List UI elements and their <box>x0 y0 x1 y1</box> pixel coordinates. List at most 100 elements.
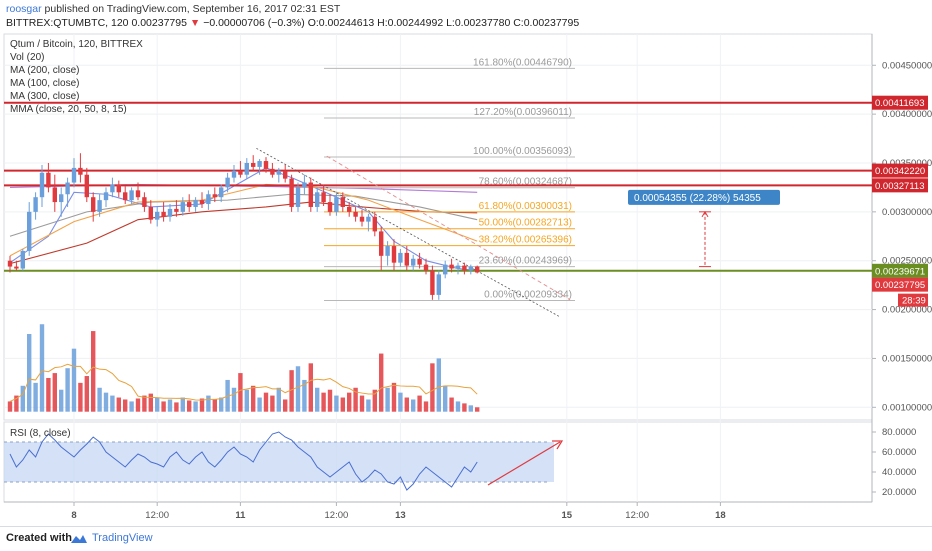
legend-item: MA (100, close) <box>10 78 79 89</box>
candle-body <box>129 190 134 201</box>
candle-body <box>263 161 269 169</box>
price-level-tag-label: 0.00342220 <box>875 166 925 177</box>
candle-body <box>308 182 313 207</box>
candle-body <box>212 194 217 198</box>
time-tick-label: 15 <box>562 510 573 521</box>
volume-bar <box>462 403 467 412</box>
volume-bar <box>385 387 390 412</box>
volume-bar <box>167 399 173 412</box>
candle-body <box>379 231 384 256</box>
publish-info: roosgar published on TradingView.com, Se… <box>6 3 340 15</box>
moving-average-line <box>9 201 478 265</box>
candle-body <box>116 184 121 193</box>
volume-bar <box>148 393 153 412</box>
candle-body <box>436 274 441 295</box>
candle-body <box>14 266 19 269</box>
legend-item: MA (300, close) <box>10 91 79 102</box>
candle-body <box>174 208 179 212</box>
candle-body <box>187 202 192 207</box>
candle-body <box>52 187 57 203</box>
downtrend-line-dashed <box>326 155 571 301</box>
candle-body <box>327 202 333 212</box>
ohlc-values: O:0.00244613 H:0.00244992 L:0.00237780 C… <box>307 17 580 29</box>
volume-bar <box>270 395 275 412</box>
candle-body <box>295 187 301 207</box>
candle-body <box>39 172 45 198</box>
volume-bar <box>193 401 198 412</box>
volume-bar <box>295 366 301 412</box>
price-tick-label: 0.00300000 <box>882 207 932 218</box>
tradingview-brand[interactable]: TradingView <box>92 532 153 544</box>
candle-body <box>417 258 422 265</box>
volume-bar <box>129 401 134 412</box>
volume-bar <box>327 389 333 412</box>
rsi-tick-label: 60.0000 <box>882 447 916 458</box>
volume-bar <box>308 363 313 412</box>
candle-series <box>7 153 480 300</box>
volume-bar <box>212 399 217 412</box>
candle-body <box>206 194 211 205</box>
symbol-ohlc-line: BITTREX:QTUMBTC, 120 0.00237795 ▼ −0.000… <box>6 17 579 29</box>
candle-body <box>475 266 480 273</box>
price-level-tag <box>872 95 928 110</box>
fib-level-label: 50.00%(0.00282713) <box>479 218 572 229</box>
candle-body <box>167 208 173 217</box>
candle-body <box>123 192 128 201</box>
volume-bar <box>180 397 185 412</box>
volume-bar <box>449 397 454 412</box>
volume-bar <box>321 392 326 412</box>
candle-body <box>193 200 198 207</box>
volume-bar <box>302 379 307 412</box>
candle-body <box>251 162 256 167</box>
volume-bar <box>366 399 371 412</box>
time-tick-label: 18 <box>715 510 726 521</box>
chart-area[interactable]: 0.00450000 0.00400000 0.00350000 0.00300000… <box>0 30 932 526</box>
volume-bar <box>417 395 422 412</box>
volume-bar <box>475 407 480 412</box>
candle-body <box>78 167 83 175</box>
volume-bar <box>334 395 339 412</box>
time-tick-label: 13 <box>395 510 406 521</box>
volume-bar <box>27 334 32 412</box>
rsi-tick-label: 80.0000 <box>882 427 916 438</box>
candle-body <box>91 197 96 212</box>
volume-bar <box>116 397 121 412</box>
candle-body <box>199 200 205 205</box>
volume-bar <box>430 363 435 412</box>
candle-body <box>65 182 70 195</box>
candle-body <box>84 174 89 198</box>
volume-bar <box>91 331 96 412</box>
volume-bar <box>103 392 109 412</box>
candle-body <box>135 190 141 198</box>
volume-bar <box>187 400 192 412</box>
rsi-line <box>9 431 478 491</box>
legend-item: Qtum / Bitcoin, 120, BITTREX <box>10 39 143 50</box>
candle-body <box>321 192 326 203</box>
time-tick-label: 12:00 <box>625 510 649 521</box>
symbol-name[interactable]: BITTREX:QTUMBTC, 120 <box>6 17 129 29</box>
candle-body <box>59 194 64 203</box>
candle-body <box>372 216 377 232</box>
candle-body <box>103 192 109 201</box>
volume-bar <box>135 398 141 412</box>
price-tick-label: 0.00150000 <box>882 353 932 364</box>
rsi-tick-label: 40.0000 <box>882 467 916 478</box>
price-level-tag <box>872 163 928 178</box>
countdown-tag <box>898 293 928 307</box>
price-change: −0.00000706 (−0.3%) <box>203 17 305 29</box>
candle-body <box>161 211 166 217</box>
price-tick-label: 0.00250000 <box>882 256 932 267</box>
volume-bar <box>340 397 345 412</box>
volume-bar <box>71 348 77 412</box>
author-name[interactable]: roosgar <box>6 3 42 15</box>
volume-bar <box>39 324 45 412</box>
volume-bar <box>231 387 237 412</box>
candle-body <box>411 258 416 266</box>
candle-body <box>148 206 153 220</box>
candle-body <box>257 161 262 167</box>
volume-bar <box>33 382 38 412</box>
volume-bar <box>161 401 166 412</box>
chart-header: roosgar published on TradingView.com, Se… <box>0 0 932 30</box>
fib-level-label: 61.80%(0.00300031) <box>479 201 572 212</box>
volume-bar <box>7 401 13 412</box>
